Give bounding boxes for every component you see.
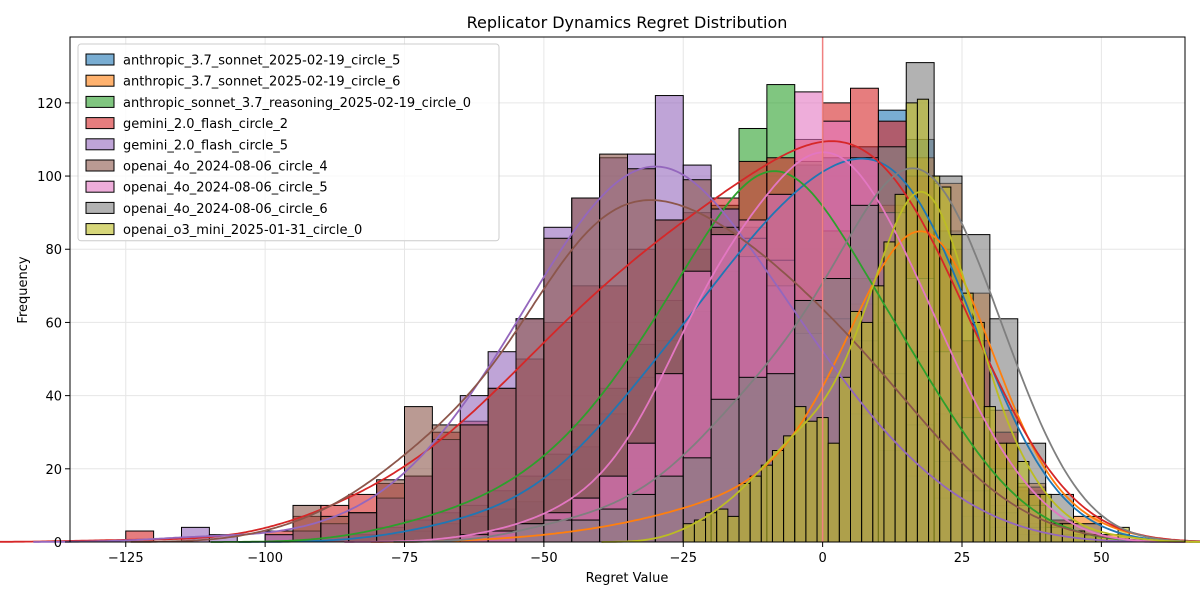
legend-label: openai_4o_2024-08-06_circle_6	[123, 202, 328, 217]
legend-swatch	[85, 223, 115, 236]
legend-item: anthropic_3.7_sonnet_2025-02-19_circle_6	[85, 74, 400, 90]
legend-label: openai_o3_mini_2025-01-31_circle_0	[123, 223, 362, 238]
legend-label: gemini_2.0_flash_circle_2	[123, 117, 288, 132]
histogram-bar	[883, 241, 896, 543]
kde-curve	[33, 165, 1193, 543]
legend-item: openai_4o_2024-08-06_circle_4	[85, 159, 328, 175]
legend-label: anthropic_3.7_sonnet_2025-02-19_circle_5	[123, 54, 400, 69]
y-tick-label: 120	[37, 97, 62, 112]
legend-item: openai_o3_mini_2025-01-31_circle_0	[85, 223, 362, 238]
histogram-bar	[738, 482, 751, 543]
y-tick-label: 80	[45, 243, 62, 258]
histogram-bar	[916, 98, 930, 543]
legend-swatch	[85, 74, 115, 87]
histogram-bar	[716, 508, 729, 543]
histogram-bar	[872, 285, 885, 543]
legend-item: anthropic_sonnet_3.7_reasoning_2025-02-1…	[85, 95, 471, 111]
legend-swatch	[85, 180, 115, 193]
histogram-bar	[805, 420, 818, 543]
x-axis-ticks: −125 −100 −75 −50 −25 0 25 50	[108, 542, 1110, 566]
kde-curve	[0, 140, 1200, 543]
legend-item: gemini_2.0_flash_circle_2	[85, 117, 288, 132]
x-tick-label: −125	[108, 551, 144, 566]
y-tick-label: 60	[45, 316, 62, 331]
y-axis-ticks: 0 20 40 60 80 100 120	[37, 97, 70, 551]
histogram-bar	[771, 450, 785, 543]
histogram-bar	[459, 424, 489, 543]
histogram-bar	[543, 237, 573, 543]
x-tick-label: −100	[247, 551, 283, 566]
legend-label: openai_4o_2024-08-06_circle_4	[123, 160, 328, 175]
legend-item: gemini_2.0_flash_circle_5	[85, 138, 288, 153]
x-tick-label: 25	[954, 551, 971, 566]
legend-item: anthropic_3.7_sonnet_2025-02-19_circle_5	[85, 53, 400, 69]
kde-curve	[601, 190, 1200, 543]
plot-frame	[69, 36, 1186, 543]
x-tick-label: 0	[818, 551, 826, 566]
x-tick-label: −25	[670, 551, 697, 566]
y-tick-label: 0	[54, 536, 62, 551]
histogram-bar	[515, 318, 545, 543]
histogram-bar	[749, 475, 762, 543]
legend-swatch	[85, 53, 115, 66]
legend-label: openai_4o_2024-08-06_circle_5	[123, 181, 328, 196]
histogram-bar	[827, 442, 840, 543]
legend-swatch	[85, 159, 115, 172]
legend-label: gemini_2.0_flash_circle_5	[123, 138, 288, 153]
histogram-bar	[783, 435, 796, 543]
histogram-bar	[487, 387, 517, 543]
chart-legend: anthropic_3.7_sonnet_2025-02-19_circle_5…	[77, 43, 500, 242]
legend-box	[77, 43, 500, 242]
histogram-bar	[705, 512, 718, 543]
histogram-bar	[838, 376, 851, 543]
x-tick-label: 50	[1093, 551, 1110, 566]
kde-curve	[210, 170, 1200, 543]
histogram-bar	[760, 464, 773, 543]
legend-swatch	[85, 117, 115, 130]
histogram-bar	[850, 310, 863, 543]
kde-curve	[393, 167, 1200, 543]
y-tick-label: 100	[37, 170, 62, 185]
kde-curves	[0, 140, 1200, 543]
kde-curve	[238, 157, 1200, 543]
x-axis-label: Regret Value	[586, 571, 669, 586]
x-tick-label: −50	[530, 551, 557, 566]
y-tick-label: 20	[45, 463, 62, 478]
kde-curve	[130, 199, 1200, 543]
histogram-bars	[125, 62, 1130, 543]
legend-item: openai_4o_2024-08-06_circle_5	[85, 180, 328, 196]
histogram-bar	[727, 515, 740, 543]
legend-item: openai_4o_2024-08-06_circle_6	[85, 201, 328, 217]
legend-label: anthropic_3.7_sonnet_2025-02-19_circle_6	[123, 75, 400, 90]
legend-swatch	[85, 95, 115, 108]
legend-label: anthropic_sonnet_3.7_reasoning_2025-02-1…	[123, 96, 471, 111]
legend-swatch	[85, 138, 115, 151]
histogram-bar	[939, 186, 952, 543]
y-axis-label: Frequency	[16, 256, 31, 323]
legend-swatch	[85, 201, 115, 214]
x-tick-label: −75	[391, 551, 418, 566]
y-tick-label: 40	[45, 390, 62, 405]
kde-curve	[370, 230, 1200, 543]
chart-title: Replicator Dynamics Regret Distribution	[467, 13, 788, 32]
histogram-bar	[571, 197, 601, 543]
histogram-bar	[983, 406, 996, 543]
kde-curve	[344, 151, 1189, 543]
